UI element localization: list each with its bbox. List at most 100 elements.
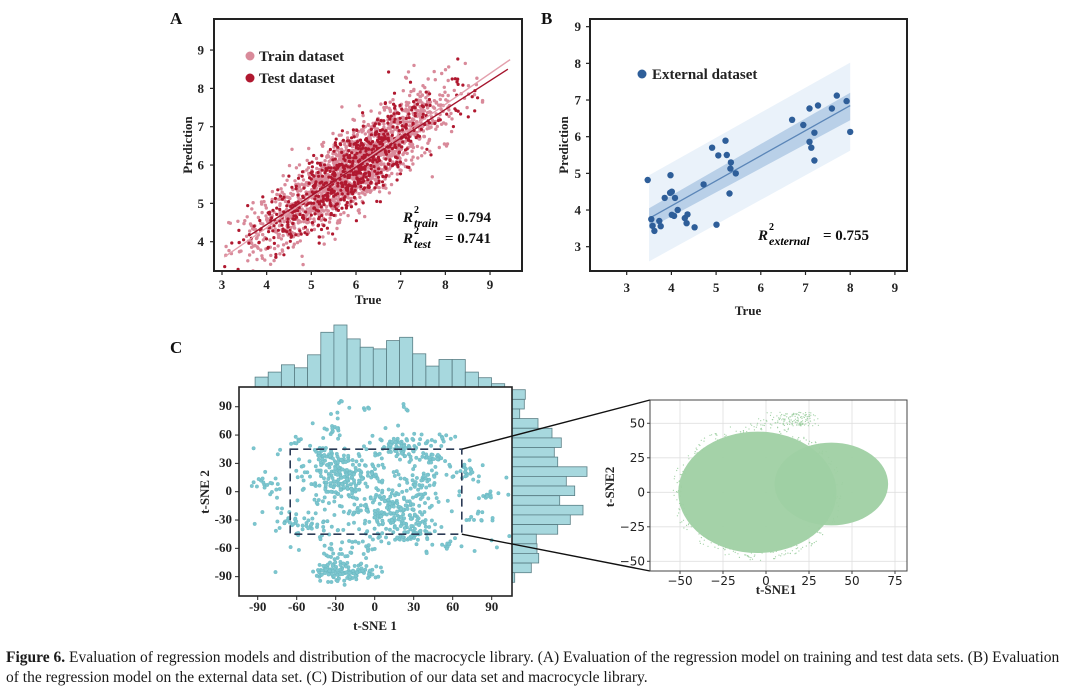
data-point [432,99,437,103]
svg-text:= 0.755: = 0.755 [823,228,869,244]
data-point [350,545,355,550]
cloud-speck [798,414,800,416]
data-point [447,114,451,119]
histogram-bar [511,466,588,477]
data-point [289,204,293,208]
cloud-speck [800,416,802,419]
cloud-speck [787,427,790,429]
data-point [490,516,495,520]
data-point [373,515,378,520]
data-point [388,494,393,499]
data-point [438,93,442,97]
data-point [341,485,346,489]
cloud-speck [673,494,675,496]
data-point [277,197,282,201]
cloud-speck [724,554,726,556]
data-point [429,125,433,129]
data-point [412,431,417,436]
data-point [275,519,280,524]
histogram-bar [511,475,567,487]
data-point [297,184,301,188]
cloud-speck [835,497,837,499]
data-point [419,492,424,497]
data-point [361,113,365,118]
cloud-speck [836,470,839,472]
data-point [315,468,319,473]
data-point [400,128,404,132]
data-point [278,447,283,452]
data-point [811,157,818,164]
data-point [344,468,349,472]
data-point [433,78,437,82]
data-point [351,472,356,477]
data-point [302,470,307,475]
data-point [261,195,265,199]
data-point [402,538,406,543]
data-point [352,520,356,525]
cloud-speck [784,429,786,431]
data-point [425,537,430,542]
histogram-bar [451,359,466,388]
data-point [442,85,446,90]
data-point [322,426,327,431]
data-point [317,209,321,213]
histogram-bar [511,524,559,535]
cloud-speck [785,413,787,415]
data-point [292,226,297,230]
legend-label-external: External dataset [652,67,757,83]
data-point [274,252,278,257]
x-tick-label: 90 [485,599,498,614]
cloud-speck [790,546,792,548]
cloud-speck [771,419,774,421]
data-point [321,197,326,201]
data-point [305,228,310,232]
y-tick-label: 7 [575,93,582,108]
data-point [298,229,302,233]
cloud-speck [766,420,768,422]
y-tick-label: 5 [575,166,582,181]
cloud-speck [725,547,727,549]
data-point [255,245,259,249]
data-point [347,139,351,143]
data-point [359,185,363,189]
svg-text:= 0.794: = 0.794 [445,210,492,226]
data-point [381,142,385,147]
data-point [683,220,690,227]
data-point [504,475,509,480]
y-tick-label: 60 [219,427,232,442]
data-point [427,525,432,529]
data-point [332,499,337,504]
data-point [318,163,323,167]
data-point [377,167,381,171]
data-point [377,451,382,456]
data-point [313,511,318,516]
data-point [384,526,389,531]
data-point [303,225,307,229]
data-point [318,537,323,542]
data-point [299,232,303,236]
data-point [329,524,334,529]
data-point [302,186,306,190]
data-point [406,70,411,74]
data-point [444,433,449,438]
cloud-speck [836,484,838,486]
cloud-speck [688,458,690,460]
cloud-speck [817,531,819,533]
data-point [266,245,270,249]
data-point [280,223,284,227]
data-point [329,412,333,416]
data-point [347,405,352,410]
cloud-speck [676,499,678,501]
data-point [387,527,392,532]
data-point [428,103,432,107]
data-point [335,166,340,170]
cloud-speck [711,434,713,436]
data-point [392,91,397,95]
cloud-speck [794,415,796,417]
data-point [362,407,367,412]
data-point [256,477,261,482]
cloud-speck [786,413,788,415]
data-point [423,524,428,529]
data-point [378,111,382,115]
cloud-speck [777,420,779,422]
